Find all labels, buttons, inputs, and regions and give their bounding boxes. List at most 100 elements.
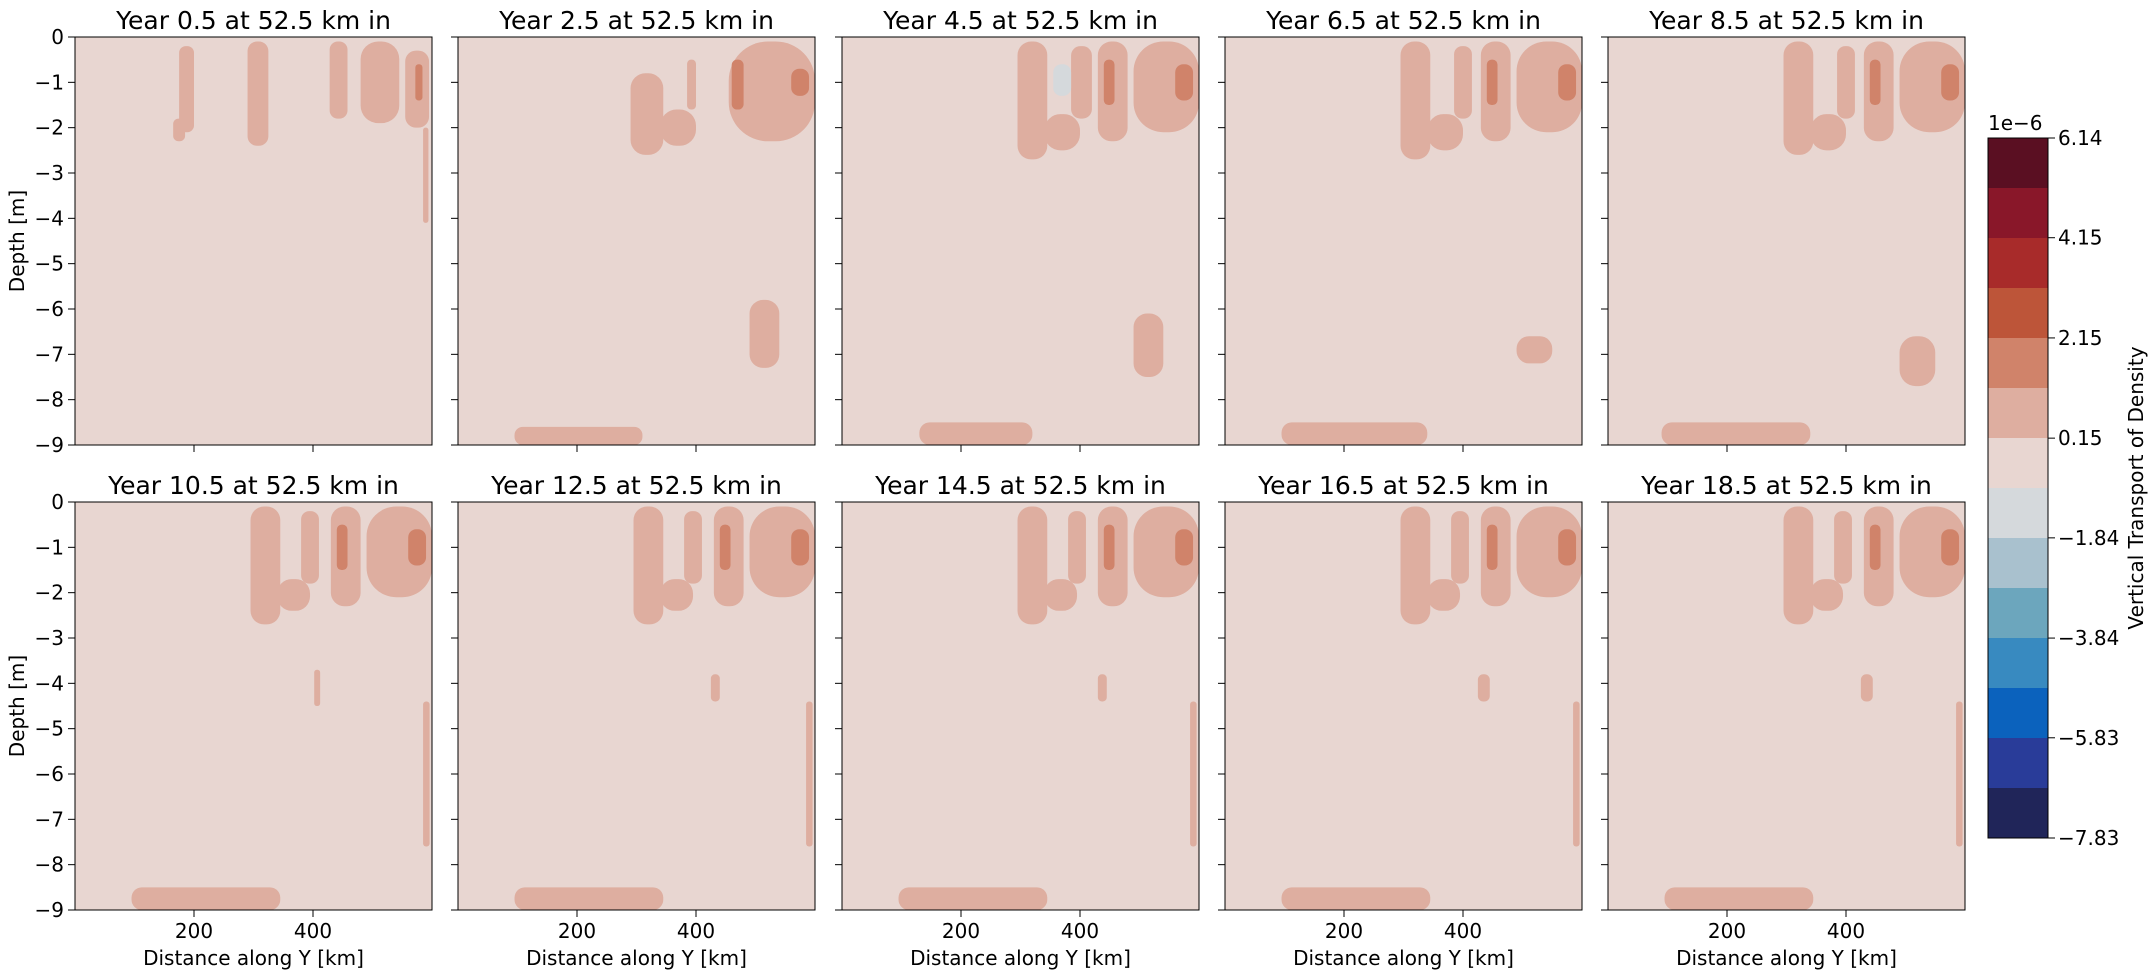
positive-transport-region	[749, 506, 815, 598]
positive-transport-region	[1783, 506, 1814, 625]
positive-transport-region	[1941, 529, 1960, 566]
colorbar-tick-label: 2.15	[2058, 326, 2103, 350]
panel: Year 8.5 at 52.5 km in	[1601, 6, 1966, 452]
positive-transport-region	[1451, 511, 1469, 584]
y-tick-label: −8	[35, 853, 64, 877]
y-tick-label: −3	[35, 626, 64, 650]
positive-transport-region	[1899, 41, 1965, 133]
positive-transport-region	[1860, 674, 1873, 702]
positive-transport-region	[1103, 524, 1115, 570]
colorbar-cell	[1988, 238, 2048, 289]
y-tick-label: −9	[35, 433, 64, 457]
x-axis-label: Distance along Y [km]	[526, 946, 747, 970]
positive-transport-region	[336, 524, 348, 570]
y-tick-label: −5	[35, 717, 64, 741]
x-tick-label: 200	[1325, 919, 1363, 943]
positive-transport-region	[1558, 529, 1577, 566]
x-tick-label: 200	[175, 919, 213, 943]
positive-transport-region	[749, 299, 780, 368]
positive-transport-region	[1941, 64, 1960, 101]
positive-transport-region	[1017, 506, 1048, 625]
positive-transport-region	[179, 46, 194, 133]
contour-features	[173, 41, 430, 223]
positive-transport-region	[731, 59, 744, 110]
y-tick-label: −4	[35, 671, 64, 695]
positive-transport-region	[1573, 701, 1580, 847]
panel-frame	[457, 36, 816, 446]
positive-transport-region	[1097, 674, 1107, 702]
positive-transport-region	[277, 579, 311, 611]
panel-title: Year 12.5 at 52.5 km in	[490, 471, 782, 500]
panel: Year 6.5 at 52.5 km in	[1218, 6, 1583, 452]
x-axis-label: Distance along Y [km]	[143, 946, 364, 970]
positive-transport-region	[1044, 579, 1078, 611]
positive-transport-region	[791, 68, 810, 96]
colorbar-tick-label: 4.15	[2058, 226, 2103, 250]
colorbar: 6.14 4.15 2.15 0.15 −1.84 −3.84 −5.83 −7.83 1e−…	[1987, 111, 2148, 850]
contour-features	[514, 506, 815, 910]
positive-transport-region	[687, 59, 696, 110]
contour-features	[1281, 506, 1582, 910]
positive-transport-region	[1486, 59, 1498, 105]
positive-transport-region	[1516, 336, 1553, 364]
positive-transport-region	[423, 701, 430, 847]
colorbar-cell	[1988, 288, 2048, 339]
x-tick-label: 400	[1061, 919, 1099, 943]
colorbar-cell	[1988, 338, 2048, 389]
positive-transport-region	[1133, 313, 1164, 377]
y-tick-label: −4	[35, 206, 64, 230]
positive-transport-region	[1175, 64, 1194, 101]
panel: Year 16.5 at 52.5 km in 200 400 Distance al…	[1218, 471, 1583, 970]
panel-title: Year 8.5 at 52.5 km in	[1648, 6, 1924, 35]
colorbar-cell	[1988, 788, 2048, 839]
positive-transport-region	[1133, 506, 1199, 598]
colorbar-cell	[1988, 538, 2048, 589]
y-tick-label: −6	[35, 762, 64, 786]
positive-transport-region	[1190, 701, 1197, 847]
positive-transport-region	[1869, 524, 1881, 570]
panel-title: Year 16.5 at 52.5 km in	[1257, 471, 1549, 500]
positive-transport-region	[1834, 511, 1852, 584]
panel-frame	[841, 501, 1200, 911]
positive-transport-region	[1281, 422, 1428, 445]
panel-frame	[74, 501, 433, 911]
x-tick-label: 400	[677, 919, 715, 943]
contour-features	[919, 41, 1199, 445]
positive-transport-region	[250, 506, 281, 625]
y-tick-label: −7	[35, 342, 64, 366]
x-tick-label: 400	[1444, 919, 1482, 943]
positive-transport-region	[630, 73, 664, 155]
negative-transport-region	[1053, 64, 1072, 96]
panel-frame	[74, 36, 433, 446]
positive-transport-region	[1783, 41, 1814, 155]
positive-transport-region	[1477, 674, 1490, 702]
positive-transport-region	[791, 529, 810, 566]
contour-features	[514, 41, 815, 445]
y-axis-label: Depth [m]	[5, 190, 29, 292]
panel-title: Year 18.5 at 52.5 km in	[1640, 471, 1932, 500]
panel: Year 14.5 at 52.5 km in 200 400 Distance al…	[835, 471, 1200, 970]
positive-transport-region	[247, 41, 269, 146]
positive-transport-region	[660, 109, 696, 146]
x-tick-label: 400	[1827, 919, 1865, 943]
panel-frame	[841, 36, 1200, 446]
positive-transport-region	[1400, 41, 1431, 160]
x-tick-label: 200	[1708, 919, 1746, 943]
positive-transport-region	[806, 701, 813, 847]
y-tick-label: 0	[51, 25, 64, 49]
positive-transport-region	[719, 524, 731, 570]
panel-title: Year 0.5 at 52.5 km in	[115, 6, 391, 35]
colorbar-cell	[1988, 638, 2048, 689]
positive-transport-region	[1017, 41, 1048, 160]
positive-transport-region	[514, 426, 643, 445]
panel-frame	[457, 501, 816, 911]
positive-transport-region	[1516, 506, 1582, 598]
positive-transport-region	[1516, 41, 1582, 133]
positive-transport-region	[919, 422, 1033, 445]
positive-transport-region	[1400, 506, 1431, 625]
x-tick-label: 200	[558, 919, 596, 943]
y-tick-label: −7	[35, 807, 64, 831]
positive-transport-region	[1133, 41, 1199, 133]
positive-transport-region	[1869, 59, 1881, 105]
